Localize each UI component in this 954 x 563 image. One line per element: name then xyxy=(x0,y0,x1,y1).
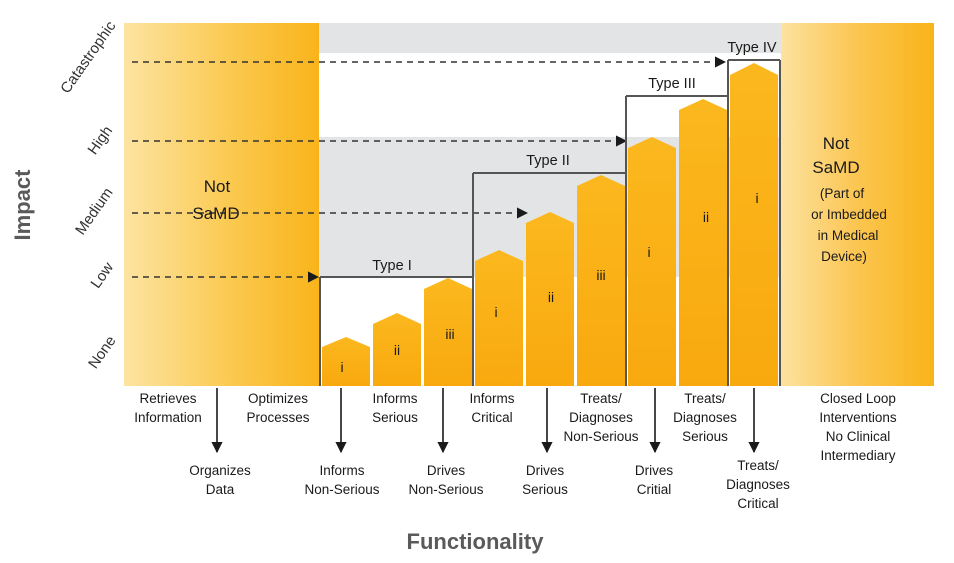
impact-label-low: Low xyxy=(87,259,117,291)
not-samd-right-sub2: or Imbedded xyxy=(811,207,887,222)
type-label-4: Type IV xyxy=(727,40,776,56)
func-treats-serious-line2: Diagnoses xyxy=(673,410,737,425)
func-treats-critical-line1: Treats/ xyxy=(737,458,779,473)
bar-type3-ii xyxy=(679,99,727,386)
func-optimizes-line1: Optimizes xyxy=(248,391,308,406)
bar-label-type1-i: i xyxy=(340,359,343,375)
type-label-1: Type I xyxy=(372,258,412,274)
func-drives-critial-line2: Critial xyxy=(637,482,672,497)
bars xyxy=(322,63,778,386)
func-drives-non-serious-line1: Drives xyxy=(427,463,466,478)
bar-label-type2-iii: iii xyxy=(596,267,605,283)
func-treats-non-serious-line3: Non-Serious xyxy=(563,429,638,444)
not-samd-right-line2: SaMD xyxy=(812,158,859,177)
func-closed-loop-line4: Intermediary xyxy=(820,448,895,463)
functionality-lower-labels: Organizes Data Informs Non-Serious Drive… xyxy=(189,458,790,511)
not-samd-left-line1: Not xyxy=(204,177,231,196)
bar-type2-i xyxy=(475,250,523,386)
func-informs-serious-line1: Informs xyxy=(372,391,417,406)
type-staircase xyxy=(319,59,781,386)
functionality-upper-labels: Retrieves Information Optimizes Processe… xyxy=(134,391,897,463)
func-treats-non-serious-line1: Treats/ xyxy=(580,391,622,406)
bar-type1-ii xyxy=(373,313,421,386)
not-samd-right-sub3: in Medical xyxy=(818,228,879,243)
func-informs-non-serious-line2: Non-Serious xyxy=(304,482,379,497)
func-treats-critical-line3: Critical xyxy=(737,496,778,511)
impact-label-high: High xyxy=(85,123,117,158)
func-informs-non-serious-line1: Informs xyxy=(319,463,364,478)
bar-type4-i xyxy=(730,63,778,386)
y-axis-title: Impact xyxy=(10,169,35,241)
bar-label-type2-i: i xyxy=(494,304,497,320)
type-label-3: Type III xyxy=(648,76,696,92)
func-drives-critial-line1: Drives xyxy=(635,463,674,478)
func-informs-critical-line1: Informs xyxy=(469,391,514,406)
bar-type2-iii xyxy=(577,175,625,386)
not-samd-right-region xyxy=(781,23,934,386)
func-organizes-line2: Data xyxy=(206,482,235,497)
bar-type3-i xyxy=(628,137,676,386)
bar-label-type4-i: i xyxy=(755,190,758,206)
func-drives-serious-line2: Serious xyxy=(522,482,568,497)
bar-label-type1-ii: ii xyxy=(394,342,400,358)
type-label-2: Type II xyxy=(526,153,570,169)
func-organizes-line1: Organizes xyxy=(189,463,251,478)
func-closed-loop-line1: Closed Loop xyxy=(820,391,896,406)
x-axis-title: Functionality xyxy=(407,529,545,554)
impact-label-none: None xyxy=(85,333,119,372)
impact-guides xyxy=(132,56,727,283)
not-samd-right-sub4: Device) xyxy=(821,249,867,264)
not-samd-right-sub1: (Part of xyxy=(820,186,865,201)
bar-label-type3-i: i xyxy=(647,244,650,260)
func-drives-non-serious-line2: Non-Serious xyxy=(408,482,483,497)
bar-label-type1-iii: iii xyxy=(445,326,454,342)
functionality-arrows xyxy=(211,388,760,454)
func-treats-non-serious-line2: Diagnoses xyxy=(569,410,633,425)
func-treats-critical-line2: Diagnoses xyxy=(726,477,790,492)
func-treats-serious-line3: Serious xyxy=(682,429,728,444)
func-drives-serious-line1: Drives xyxy=(526,463,565,478)
not-samd-left-region xyxy=(124,23,319,386)
func-optimizes-line2: Processes xyxy=(246,410,309,425)
impact-label-catastrophic: Catastrophic xyxy=(57,18,120,97)
not-samd-right-line1: Not xyxy=(823,134,850,153)
not-samd-left-line2: SaMD xyxy=(192,204,239,223)
func-treats-serious-line1: Treats/ xyxy=(684,391,726,406)
bar-label-type2-ii: ii xyxy=(548,289,554,305)
bar-label-type3-ii: ii xyxy=(703,209,709,225)
samd-gray-band-top xyxy=(319,23,781,53)
bar-type1-i xyxy=(322,337,370,386)
func-retrieves-line1: Retrieves xyxy=(139,391,196,406)
func-closed-loop-line2: Interventions xyxy=(819,410,897,425)
bar-type2-ii xyxy=(526,212,574,386)
bar-type1-iii xyxy=(424,278,472,386)
impact-label-medium: Medium xyxy=(72,185,117,238)
func-retrieves-line2: Information xyxy=(134,410,202,425)
func-informs-critical-line2: Critical xyxy=(471,410,512,425)
func-informs-serious-line2: Serious xyxy=(372,410,418,425)
func-closed-loop-line3: No Clinical xyxy=(826,429,891,444)
